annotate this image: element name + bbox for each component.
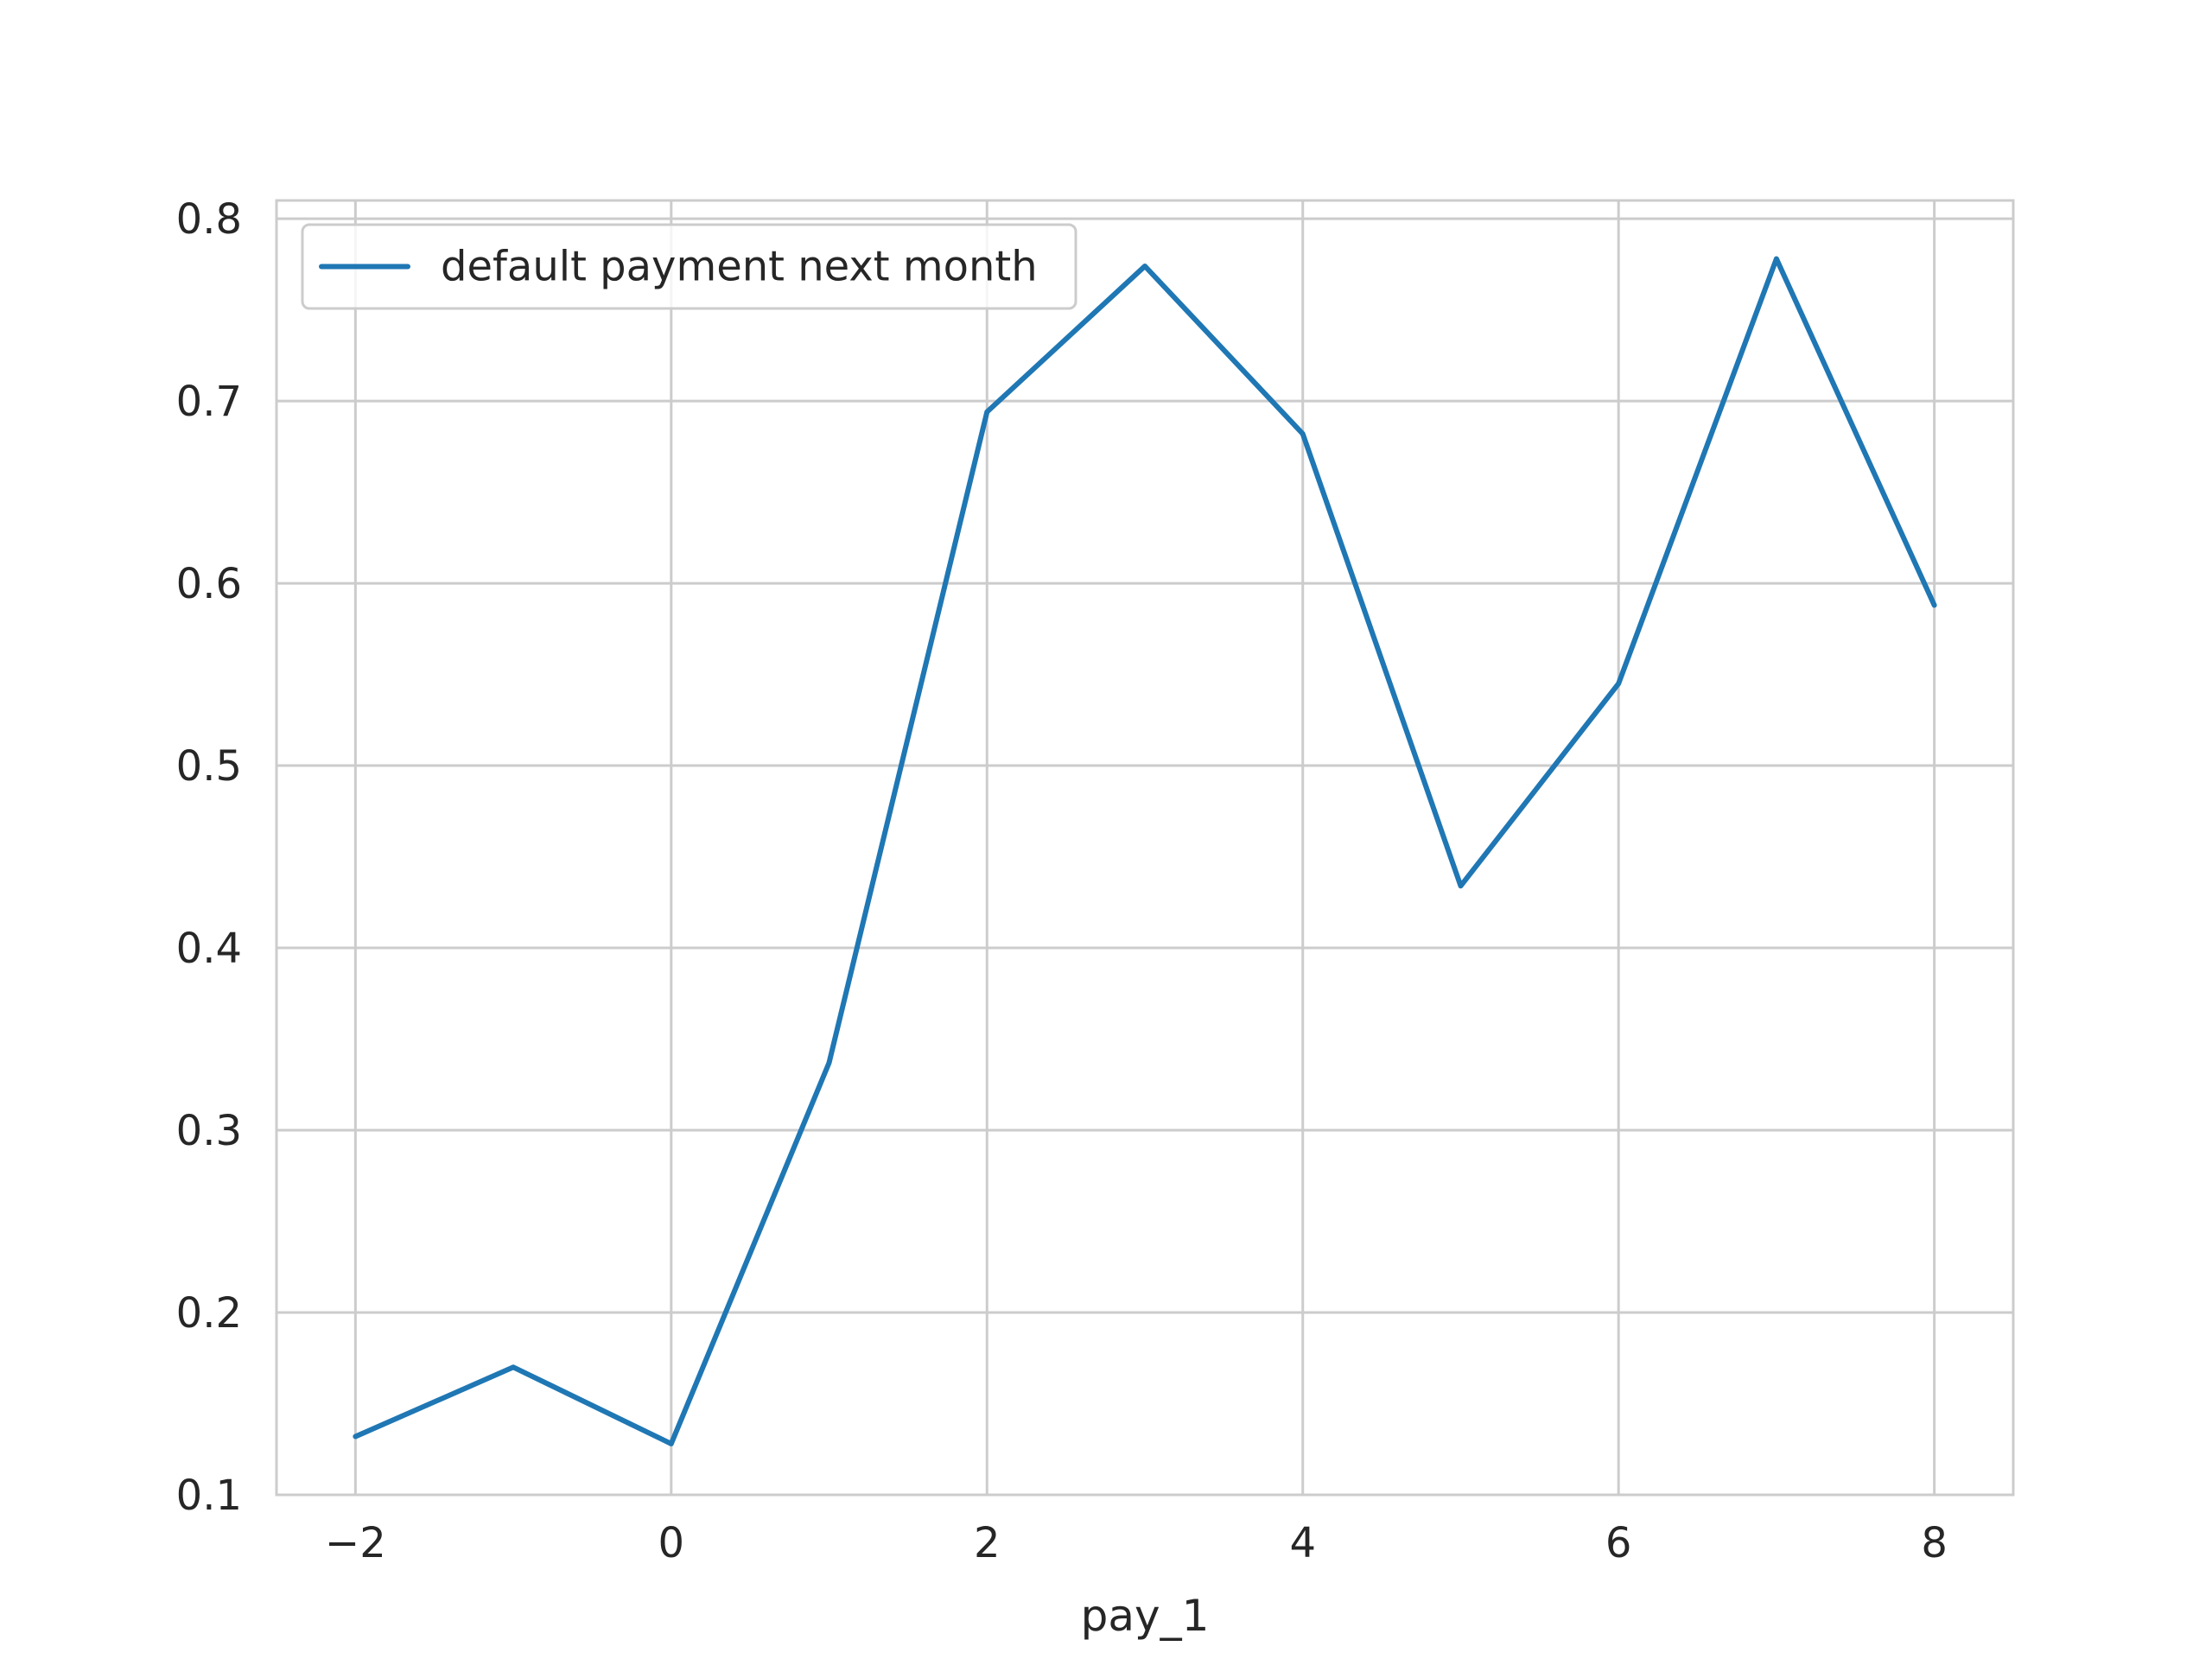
y-tick-label: 0.5 xyxy=(176,742,242,791)
series-line xyxy=(353,256,1937,1446)
y-tick-label: 0.3 xyxy=(176,1107,242,1155)
x-tick-label: 0 xyxy=(658,1519,685,1567)
x-tick-labels: −2 0 2 4 6 8 xyxy=(325,1519,1948,1567)
y-tick-label: 0.2 xyxy=(176,1289,242,1338)
y-tick-label: 0.8 xyxy=(176,195,242,244)
x-tick-label: 2 xyxy=(974,1519,1001,1567)
x-axis-label: pay_1 xyxy=(1081,1591,1210,1641)
x-tick-label: −2 xyxy=(325,1519,386,1567)
legend: default payment next month xyxy=(301,223,1077,310)
series-lines xyxy=(353,256,1937,1446)
legend-label: default payment next month xyxy=(441,243,1038,291)
y-tick-label: 0.6 xyxy=(176,560,242,608)
x-tick-label: 6 xyxy=(1605,1519,1632,1567)
x-tick-label: 8 xyxy=(1921,1519,1948,1567)
legend-box xyxy=(301,223,1077,310)
y-tick-labels: 0.1 0.2 0.3 0.4 0.5 0.6 0.7 0.8 xyxy=(176,195,242,1520)
plot-frame xyxy=(275,199,2015,1497)
y-tick-label: 0.7 xyxy=(176,378,242,426)
y-tick-label: 0.4 xyxy=(176,925,242,973)
y-tick-label: 0.1 xyxy=(176,1471,242,1520)
x-tick-label: 4 xyxy=(1289,1519,1316,1567)
